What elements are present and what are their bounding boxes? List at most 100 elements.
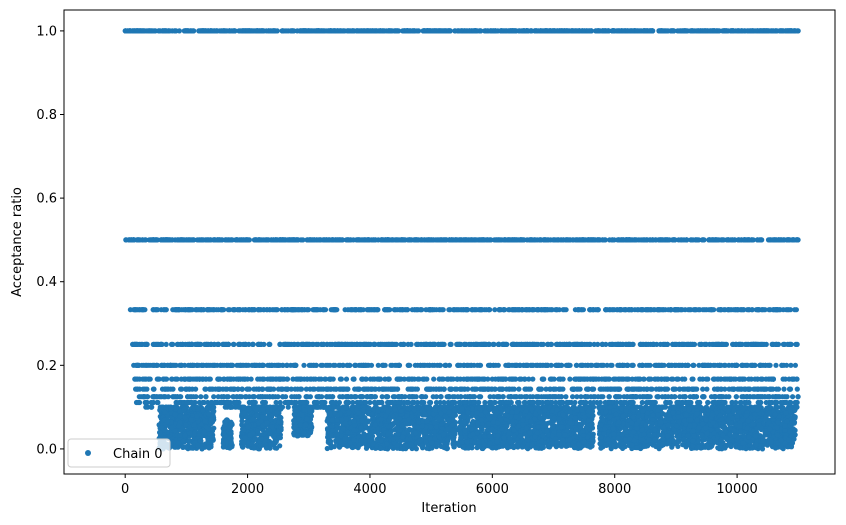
data-point: [134, 386, 140, 392]
data-point: [278, 376, 284, 382]
data-point: [316, 394, 322, 400]
data-point: [612, 341, 618, 347]
data-point: [295, 237, 301, 243]
data-point: [201, 28, 207, 34]
data-point: [777, 307, 783, 313]
data-point: [785, 237, 791, 243]
data-point: [315, 404, 321, 410]
data-point: [778, 399, 784, 406]
data-point: [312, 376, 319, 382]
data-point: [660, 237, 666, 243]
data-point: [401, 237, 407, 243]
data-point: [232, 28, 238, 34]
data-point: [554, 307, 560, 313]
data-point: [344, 237, 350, 243]
data-point: [140, 28, 146, 34]
data-point: [428, 386, 434, 392]
data-point: [301, 362, 307, 368]
data-point: [142, 307, 148, 313]
data-point: [615, 362, 621, 368]
data-point: [705, 399, 711, 406]
data-point: [140, 376, 146, 382]
data-point: [233, 399, 239, 406]
data-point: [211, 394, 217, 400]
data-point: [657, 307, 663, 313]
data-point: [716, 362, 723, 368]
data-point: [378, 399, 384, 406]
scatter-points: [122, 28, 801, 452]
data-point: [501, 307, 507, 313]
data-point: [150, 386, 156, 392]
data-point: [149, 237, 155, 243]
data-point: [550, 237, 556, 243]
data-point: [537, 399, 543, 406]
data-point: [414, 237, 421, 243]
data-point: [323, 376, 329, 382]
data-point: [794, 386, 800, 392]
data-point: [280, 394, 286, 400]
data-point: [556, 362, 563, 368]
data-point: [189, 341, 195, 347]
data-point: [301, 399, 307, 406]
data-point: [146, 28, 152, 34]
data-point: [783, 399, 789, 406]
data-point: [228, 362, 234, 368]
data-point: [215, 386, 221, 392]
data-point: [659, 28, 665, 34]
data-point: [786, 376, 792, 382]
data-point: [556, 399, 563, 406]
data-point: [444, 394, 450, 400]
data-point: [284, 362, 290, 368]
data-point: [382, 362, 388, 368]
data-point: [460, 237, 467, 243]
data-point: [556, 237, 562, 243]
data-point: [567, 362, 573, 368]
data-point: [741, 386, 747, 392]
data-point: [452, 237, 458, 243]
data-point: [288, 386, 294, 392]
data-point: [452, 28, 458, 34]
data-point: [272, 307, 279, 313]
data-point: [755, 341, 761, 347]
data-point: [496, 307, 502, 313]
data-point: [231, 307, 237, 313]
data-point: [458, 386, 464, 392]
data-point: [392, 399, 398, 406]
data-point: [231, 394, 237, 400]
data-point: [411, 394, 417, 400]
data-point: [754, 376, 761, 382]
data-point: [603, 376, 609, 382]
data-point: [641, 386, 647, 392]
data-point: [183, 28, 189, 34]
data-point: [683, 341, 689, 347]
data-point: [493, 362, 499, 368]
data-point: [228, 404, 234, 410]
data-point: [661, 362, 667, 368]
data-point: [448, 341, 454, 347]
data-point: [173, 399, 179, 406]
data-point: [479, 307, 485, 313]
data-point: [780, 376, 786, 382]
data-point: [385, 399, 391, 406]
data-point: [724, 28, 730, 34]
data-point: [397, 307, 403, 313]
data-point: [564, 28, 570, 34]
data-point: [150, 307, 156, 313]
data-point: [496, 341, 502, 347]
data-point: [542, 28, 548, 34]
data-point: [763, 399, 769, 406]
data-point: [654, 394, 660, 400]
data-point: [682, 307, 688, 313]
data-point: [560, 386, 566, 392]
data-point: [281, 341, 287, 347]
data-point: [437, 237, 443, 243]
data-point: [614, 28, 621, 34]
data-point: [607, 341, 613, 347]
data-point: [600, 394, 606, 400]
data-point: [779, 394, 786, 400]
data-point: [623, 376, 629, 382]
data-point: [647, 28, 653, 34]
data-point: [429, 341, 435, 347]
data-point: [203, 376, 209, 382]
data-point: [711, 386, 718, 392]
